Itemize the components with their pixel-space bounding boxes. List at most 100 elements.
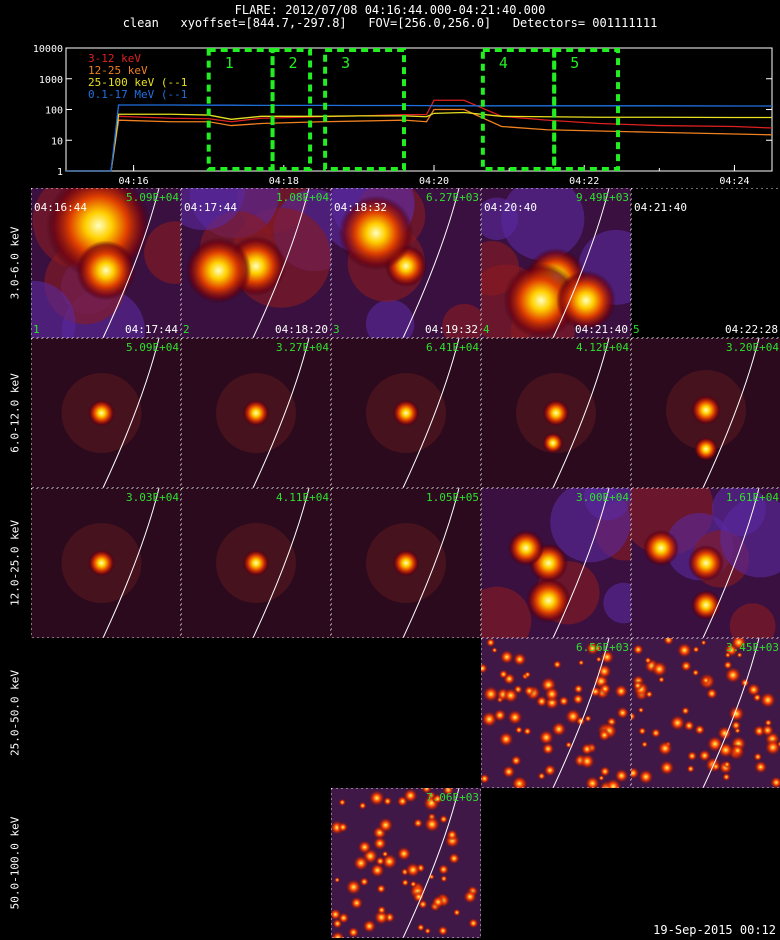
panel-max-value: 3.45E+03 <box>726 641 779 654</box>
emission-source <box>542 399 570 427</box>
noise-blob <box>372 835 388 851</box>
emission-source <box>88 549 115 577</box>
row-label-text: 25.0-50.0 keV <box>8 669 22 757</box>
emission-source <box>526 578 571 623</box>
y-tick-label: 1000 <box>39 75 63 86</box>
noise-blob <box>437 925 449 937</box>
row-label: 12.0-25.0 keV <box>0 488 30 638</box>
plot-frame <box>65 47 773 172</box>
panel-start-time: 04:18:32 <box>334 201 387 214</box>
panel-map <box>181 338 331 488</box>
noise-blob <box>491 646 498 654</box>
noise-blob <box>722 660 733 670</box>
noise-blob <box>493 708 507 723</box>
image-panel: 04:21:40 04:22:28 5 <box>631 188 780 338</box>
panel-start-time: 04:16:44 <box>34 201 87 214</box>
image-panel: 5.09E+04 <box>31 338 181 488</box>
interval-box <box>480 48 557 171</box>
panel-start-time: 04:20:40 <box>484 201 537 214</box>
panel-end-time: 04:18:20 <box>275 323 328 336</box>
noise-blob <box>746 682 762 698</box>
noise-blob <box>452 908 461 917</box>
y-tick-label: 100 <box>45 106 63 117</box>
interval-box <box>270 48 313 171</box>
panel-map <box>481 638 631 788</box>
image-panel: 7.06E+03 <box>331 788 481 938</box>
noise-blob <box>693 723 706 736</box>
noise-blob <box>377 816 394 834</box>
noise-blob <box>431 895 446 909</box>
row-label-text: 50.0-100.0 keV <box>8 816 22 910</box>
interval-label: 2 <box>289 54 298 72</box>
legend-entry: 25-100 keV (--1 <box>88 76 187 89</box>
emission-source <box>242 549 270 577</box>
row-label-text: 6.0-12.0 keV <box>8 373 22 453</box>
image-panel: 6.56E+03 <box>481 638 631 788</box>
image-panel: 1.08E+04 04:17:44 04:18:20 2 <box>181 188 331 338</box>
noise-blob <box>357 839 373 855</box>
interval-label: 3 <box>341 54 350 72</box>
noise-blob <box>598 682 612 696</box>
image-panel: 3.45E+03 <box>631 638 780 788</box>
panel-index: 5 <box>633 323 640 336</box>
emission-source <box>556 270 616 331</box>
plot-title: FLARE: 2012/07/08 04:16:44.000-04:21:40.… <box>234 3 546 17</box>
panel-start-time: 04:17:44 <box>184 201 237 214</box>
noise-blob <box>362 918 377 934</box>
noise-blob <box>424 927 432 935</box>
noise-blob <box>650 727 662 739</box>
emission-source <box>185 237 252 304</box>
noise-blob <box>382 796 393 807</box>
emission-source <box>508 530 544 566</box>
noise-blob <box>416 923 426 932</box>
image-panel: 5.09E+04 04:16:44 04:17:44 1 <box>31 188 181 338</box>
row-label-text: 12.0-25.0 keV <box>8 519 22 607</box>
noise-blob <box>501 764 516 779</box>
noise-blob <box>680 706 691 716</box>
image-panel: 1.05E+05 <box>331 488 481 638</box>
noise-blob <box>402 788 419 804</box>
noise-blob <box>498 669 509 680</box>
panel-max-value: 3.20E+04 <box>726 341 779 354</box>
noise-blob <box>722 760 732 769</box>
panel-max-value: 4.12E+04 <box>576 341 629 354</box>
panel-max-value: 4.11E+04 <box>276 491 329 504</box>
image-panel: 1.61E+04 <box>631 488 780 638</box>
timestamp-footer: 19-Sep-2015 00:12 <box>653 923 776 937</box>
plot-subtitle: clean xyoffset=[844.7,-297.8] FOV=[256.0… <box>122 16 658 30</box>
noise-blob <box>523 670 532 679</box>
emission-source <box>691 590 721 620</box>
noise-blob <box>658 759 676 776</box>
noise-blob <box>510 754 523 767</box>
noise-blob <box>352 854 370 872</box>
noise-blob <box>375 855 386 867</box>
emission-source <box>88 399 115 427</box>
noise-blob <box>514 725 524 735</box>
x-tick-label: 04:22 <box>569 176 599 186</box>
image-panel: 3.20E+04 <box>631 338 780 488</box>
y-tick-label: 1 <box>57 167 63 178</box>
noise-blob <box>376 905 387 915</box>
panel-max-value: 3.03E+04 <box>126 491 179 504</box>
noise-blob <box>637 768 655 785</box>
noise-blob <box>760 723 775 738</box>
noise-blob <box>701 675 711 686</box>
series-line-3-12-kev <box>66 99 773 172</box>
panel-max-value: 1.08E+04 <box>276 191 329 204</box>
panel-max-value: 9.49E+03 <box>576 191 629 204</box>
noise-blob <box>541 742 555 756</box>
noise-blob <box>467 917 479 929</box>
noise-blob <box>523 684 536 698</box>
row-label: 25.0-50.0 keV <box>0 638 30 788</box>
panel-index: 1 <box>33 323 40 336</box>
panel-max-value: 7.06E+03 <box>426 791 479 804</box>
panel-map <box>631 638 780 788</box>
noise-blob <box>558 695 570 707</box>
noise-blob <box>334 876 341 884</box>
panel-map <box>31 488 181 638</box>
image-panel: 6.27E+03 04:18:32 04:19:32 3 <box>331 188 481 338</box>
emission-source <box>242 399 270 427</box>
noise-blob <box>637 706 645 714</box>
x-tick-label: 04:20 <box>419 176 449 186</box>
panel-end-time: 04:21:40 <box>575 323 628 336</box>
